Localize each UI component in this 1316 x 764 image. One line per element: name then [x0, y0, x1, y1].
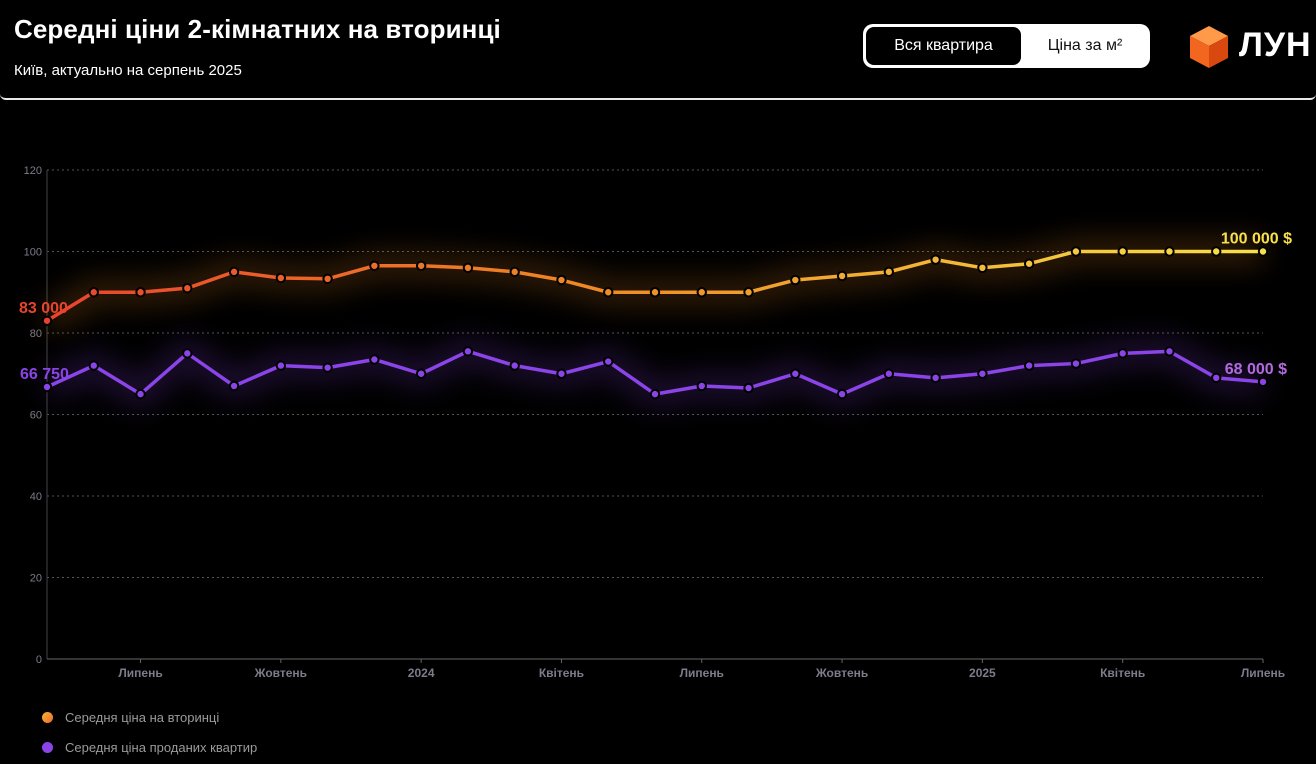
- data-point: [369, 354, 380, 365]
- data-point: [41, 315, 53, 326]
- series-labels: 83 000 100 000 $ 66 750 68 000 $: [19, 231, 1292, 383]
- data-point: [603, 287, 614, 298]
- data-point: [977, 368, 988, 379]
- x-tick-label: Липень: [118, 666, 162, 680]
- data-point: [415, 260, 427, 271]
- y-tick-label: 20: [30, 573, 42, 585]
- data-point: [743, 382, 754, 394]
- data-point: [1117, 246, 1128, 257]
- data-point: [1164, 246, 1175, 257]
- series-start-label: 83 000: [19, 300, 68, 317]
- series-start-label: 66 750: [20, 366, 69, 383]
- x-tick-label: 2024: [408, 666, 435, 680]
- data-point: [790, 274, 801, 286]
- toggle-whole-apartment[interactable]: Вся квартира: [866, 27, 1021, 65]
- legend-label: Середня ціна проданих квартир: [65, 740, 258, 755]
- data-point: [509, 266, 520, 278]
- data-point: [930, 254, 941, 265]
- toggle-price-per-m2[interactable]: Ціна за м²: [1047, 37, 1123, 54]
- data-point: [836, 388, 848, 400]
- y-tick-label: 0: [36, 654, 42, 666]
- x-tick-label: Липень: [1241, 666, 1285, 680]
- y-tick-label: 80: [30, 328, 42, 340]
- header: Середні ціни 2-кімнатних на вторинці Киї…: [0, 0, 1316, 100]
- data-point: [649, 388, 661, 400]
- page-title: Середні ціни 2-кімнатних на вторинці: [14, 14, 501, 44]
- data-point: [509, 360, 520, 371]
- y-tick-label: 120: [24, 165, 42, 177]
- cube-icon: [1190, 26, 1228, 68]
- data-point: [462, 262, 474, 274]
- data-point: [322, 362, 333, 373]
- data-point: [790, 368, 801, 379]
- data-point: [182, 348, 193, 359]
- data-point: [1023, 360, 1035, 371]
- data-point: [88, 360, 99, 371]
- legend-dot-orange: [42, 712, 53, 723]
- logo-text: ЛУН: [1239, 26, 1312, 64]
- x-tick-label: Липень: [680, 666, 724, 680]
- data-point: [275, 272, 287, 284]
- data-point: [182, 282, 193, 294]
- x-tick-label: Квітень: [539, 666, 584, 680]
- line-chart: 0 20 40 60 80 100 120 Липень Жовтень 2024 Квітень Л…: [19, 165, 1292, 680]
- data-point: [556, 368, 567, 379]
- data-point: [228, 266, 240, 278]
- series-glow: [40, 238, 1263, 332]
- legend-label: Середня ціна на вторинці: [65, 710, 220, 725]
- data-point: [696, 287, 707, 298]
- data-point: [41, 381, 53, 393]
- y-tick-label: 60: [30, 410, 42, 422]
- data-point: [135, 287, 146, 298]
- data-point: [883, 266, 895, 278]
- x-tick-label: Жовтень: [254, 666, 307, 680]
- data-point: [228, 380, 240, 392]
- x-tick-label: 2025: [969, 666, 996, 680]
- page-subtitle: Київ, актуально на серпень 2025: [14, 62, 242, 79]
- data-point: [696, 380, 707, 392]
- view-toggle: Вся квартира Ціна за м²: [863, 24, 1150, 68]
- data-point: [88, 287, 99, 298]
- axes: 0 20 40 60 80 100 120 Липень Жовтень 2024 Квітень Л…: [24, 165, 1286, 680]
- series: [40, 238, 1269, 411]
- y-tick-label: 40: [30, 491, 42, 503]
- data-point: [556, 274, 567, 286]
- data-point: [275, 360, 287, 371]
- y-tick-label: 100: [24, 247, 42, 259]
- lun-logo[interactable]: ЛУН: [1187, 24, 1311, 70]
- data-point: [1070, 246, 1082, 257]
- data-point: [883, 368, 895, 379]
- data-point: [1117, 348, 1128, 359]
- data-point: [836, 270, 848, 282]
- x-tick-label: Квітень: [1100, 666, 1145, 680]
- data-point: [1257, 376, 1269, 388]
- data-point: [462, 346, 474, 357]
- legend-item-secondary-price[interactable]: Середня ціна на вторинці: [42, 710, 219, 725]
- series-end-label: 68 000 $: [1225, 361, 1287, 378]
- data-point: [1211, 246, 1222, 257]
- data-point: [649, 287, 661, 298]
- data-point: [135, 388, 146, 400]
- data-point: [1023, 258, 1035, 269]
- legend-dot-purple: [42, 742, 53, 753]
- data-point: [369, 260, 380, 271]
- data-point: [930, 372, 941, 384]
- data-point: [977, 262, 988, 274]
- data-point: [1164, 346, 1175, 357]
- data-point: [603, 356, 614, 367]
- data-point: [322, 273, 333, 285]
- series-end-label: 100 000 $: [1221, 231, 1292, 248]
- data-point: [1070, 358, 1082, 369]
- legend-item-sold-price[interactable]: Середня ціна проданих квартир: [42, 740, 257, 755]
- data-point: [1211, 372, 1222, 384]
- x-tick-label: Жовтень: [815, 666, 868, 680]
- data-point: [1257, 246, 1269, 257]
- data-point: [415, 368, 427, 379]
- data-point: [743, 287, 754, 298]
